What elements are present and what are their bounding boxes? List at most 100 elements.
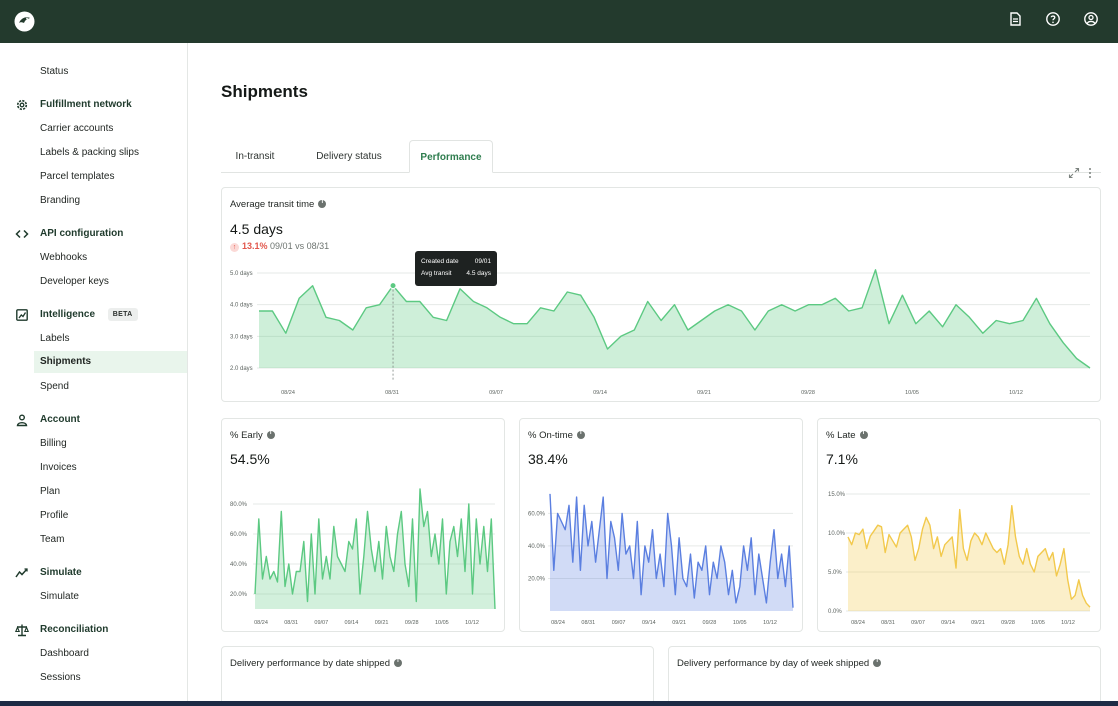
arrow-up-icon: ↑ bbox=[230, 243, 239, 252]
sidebar-item-labels[interactable]: Labels bbox=[40, 333, 70, 344]
sidebar-section-reconciliation[interactable]: Reconciliation bbox=[0, 619, 187, 641]
tooltip-key: Created date bbox=[421, 258, 459, 265]
sidebar-item-profile[interactable]: Profile bbox=[40, 510, 69, 521]
info-icon[interactable] bbox=[318, 199, 327, 208]
sidebar-item-labels-packing-slips[interactable]: Labels & packing slips bbox=[40, 147, 139, 158]
sidebar-item-team[interactable]: Team bbox=[40, 534, 65, 545]
beta-badge: BETA bbox=[107, 308, 138, 321]
y-tick-label: 15.0% bbox=[828, 492, 846, 498]
delta-percent: 13.1% bbox=[242, 241, 268, 251]
x-tick-label: 08/24 bbox=[254, 620, 268, 626]
sidebar-item-invoices[interactable]: Invoices bbox=[40, 462, 77, 473]
tab-in-transit[interactable]: In-transit bbox=[235, 151, 275, 162]
x-tick-label: 09/14 bbox=[941, 620, 955, 626]
help-icon[interactable] bbox=[1045, 11, 1061, 27]
window-bottom-edge bbox=[0, 701, 1118, 706]
expand-icon[interactable] bbox=[1066, 165, 1082, 181]
by-weekday-title: Delivery performance by day of week ship… bbox=[677, 658, 882, 669]
account-icon[interactable] bbox=[1083, 11, 1099, 27]
y-tick-label: 5.0 days bbox=[230, 271, 253, 277]
x-tick-label: 08/31 bbox=[385, 390, 399, 396]
x-tick-label: 09/14 bbox=[642, 620, 656, 626]
ontime-chart[interactable]: 60.0% 40.0% 20.0% 08/24 08/31 09/07 09/14 09/21… bbox=[520, 419, 804, 633]
info-icon[interactable] bbox=[266, 430, 275, 439]
y-tick-label: 4.0 days bbox=[230, 303, 253, 309]
series-line bbox=[254, 488, 496, 610]
early-chart[interactable]: 80.0% 60.0% 40.0% 20.0% 08/24 08/31 09/07 09/14… bbox=[222, 419, 506, 633]
sidebar-item-billing[interactable]: Billing bbox=[40, 438, 67, 449]
x-tick-label: 09/21 bbox=[672, 620, 686, 626]
late-chart[interactable]: 15.0% 10.0% 5.0% 0.0% 08/24 08/31 09/07 09/14 09… bbox=[818, 419, 1102, 633]
info-icon[interactable] bbox=[859, 430, 868, 439]
tabs-divider bbox=[221, 172, 1101, 173]
series-area bbox=[255, 489, 495, 609]
sidebar-section-api-configuration[interactable]: API configuration bbox=[0, 223, 187, 245]
more-options-icon[interactable] bbox=[1082, 165, 1098, 181]
sidebar-item-carrier-accounts[interactable]: Carrier accounts bbox=[40, 123, 114, 134]
sidebar-item-simulate[interactable]: Simulate bbox=[40, 591, 79, 602]
x-tick-label: 09/07 bbox=[314, 620, 328, 626]
x-tick-label: 09/21 bbox=[697, 390, 711, 396]
hover-point bbox=[389, 282, 397, 290]
late-value: 7.1% bbox=[826, 451, 858, 467]
sidebar-item-status[interactable]: Status bbox=[40, 66, 69, 77]
x-tick-label: 09/21 bbox=[971, 620, 985, 626]
logo-icon[interactable] bbox=[14, 11, 35, 32]
sidebar-section-account[interactable]: Account bbox=[0, 409, 187, 431]
sidebar-item-plan[interactable]: Plan bbox=[40, 486, 61, 497]
ontime-card: % On-time 38.4% 60.0% 40.0% 20.0% 08/24 08/3… bbox=[519, 418, 803, 632]
y-tick-label: 20.0% bbox=[528, 576, 546, 582]
info-icon[interactable] bbox=[873, 658, 882, 667]
sidebar: Status Fulfillment network Carrier accou… bbox=[0, 43, 188, 706]
info-icon[interactable] bbox=[394, 658, 403, 667]
sidebar-item-developer-keys[interactable]: Developer keys bbox=[40, 276, 109, 287]
avg-transit-delta: ↑ 13.1% 09/01 vs 08/31 bbox=[230, 241, 329, 252]
x-tick-label: 09/14 bbox=[345, 620, 359, 626]
y-tick-label: 60.0% bbox=[528, 511, 546, 517]
by-weekday-card: Delivery performance by day of week ship… bbox=[668, 646, 1101, 706]
x-tick-label: 09/28 bbox=[1001, 620, 1015, 626]
document-icon[interactable] bbox=[1007, 11, 1023, 27]
sidebar-item-spend[interactable]: Spend bbox=[40, 381, 69, 392]
sidebar-item-sessions[interactable]: Sessions bbox=[40, 672, 81, 683]
sidebar-item-dashboard[interactable]: Dashboard bbox=[40, 648, 89, 659]
y-tick-label: 3.0 days bbox=[230, 334, 253, 340]
by-weekday-title-text: Delivery performance by day of week ship… bbox=[677, 658, 870, 669]
avg-transit-chart[interactable]: 5.0 days 4.0 days 3.0 days 2.0 days 08/24 08/… bbox=[222, 188, 1102, 403]
sidebar-item-branding[interactable]: Branding bbox=[40, 195, 81, 206]
sidebar-section-label: API configuration bbox=[40, 228, 124, 239]
tooltip-value: 4.5 days bbox=[466, 270, 491, 277]
sidebar-section-label: Simulate bbox=[40, 567, 82, 578]
avg-transit-title-text: Average transit time bbox=[230, 199, 315, 210]
ontime-title: % On-time bbox=[528, 430, 585, 441]
sidebar-section-label: Account bbox=[40, 414, 80, 425]
sidebar-item-parcel-templates[interactable]: Parcel templates bbox=[40, 171, 115, 182]
sidebar-item-webhooks[interactable]: Webhooks bbox=[40, 252, 88, 263]
x-tick-label: 08/31 bbox=[581, 620, 595, 626]
series-line bbox=[549, 493, 794, 608]
x-tick-label: 08/24 bbox=[551, 620, 565, 626]
tab-performance[interactable]: Performance bbox=[409, 140, 493, 173]
series-line bbox=[847, 505, 1091, 608]
tooltip-key: Avg transit bbox=[421, 270, 452, 277]
top-bar bbox=[0, 0, 1118, 43]
y-tick-label: 40.0% bbox=[528, 544, 546, 550]
x-tick-label: 10/05 bbox=[905, 390, 919, 396]
x-tick-label: 09/14 bbox=[593, 390, 607, 396]
sidebar-section-simulate[interactable]: Simulate bbox=[0, 562, 187, 584]
tab-delivery-status[interactable]: Delivery status bbox=[316, 151, 382, 162]
sidebar-section-intelligence[interactable]: Intelligence BETA bbox=[0, 304, 187, 326]
x-tick-label: 09/07 bbox=[489, 390, 503, 396]
x-tick-label: 08/31 bbox=[284, 620, 298, 626]
early-value: 54.5% bbox=[230, 451, 270, 467]
x-tick-label: 10/05 bbox=[733, 620, 747, 626]
sidebar-item-shipments[interactable]: Shipments bbox=[34, 351, 187, 373]
by-date-title: Delivery performance by date shipped bbox=[230, 658, 403, 669]
y-tick-label: 40.0% bbox=[230, 562, 248, 568]
y-tick-label: 0.0% bbox=[828, 609, 842, 615]
sidebar-section-fulfillment-network[interactable]: Fulfillment network bbox=[0, 94, 187, 116]
info-icon[interactable] bbox=[576, 430, 585, 439]
series-area bbox=[259, 269, 1090, 368]
sidebar-section-label: Intelligence bbox=[40, 309, 96, 320]
x-tick-label: 10/12 bbox=[465, 620, 479, 626]
